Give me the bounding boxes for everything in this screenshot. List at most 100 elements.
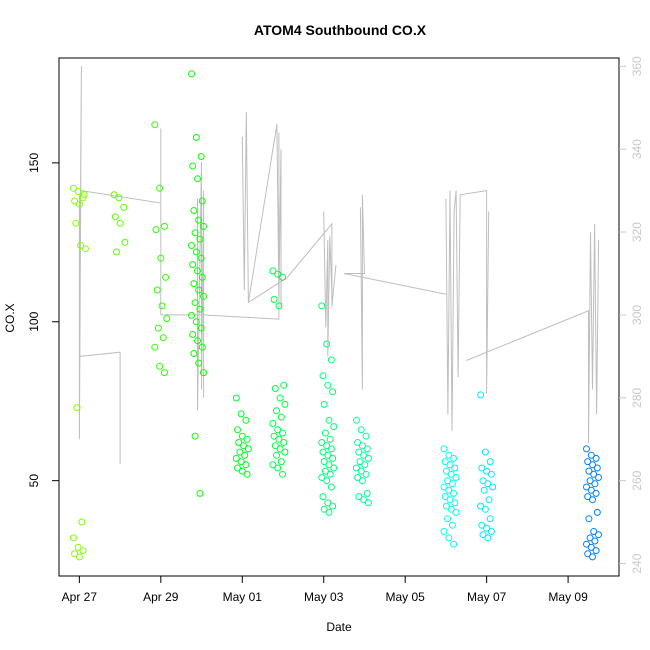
data-point [160,222,168,230]
data-point [75,553,83,561]
data-point [237,410,245,418]
data-point [196,489,204,497]
data-point [113,248,120,256]
data-point [589,461,596,469]
data-point [352,416,360,424]
data-point [197,254,205,262]
data-point [80,191,88,199]
x-tick-label: May 03 [304,590,344,604]
data-point [240,442,247,450]
data-point [324,381,332,389]
data-point [478,464,486,472]
data-point [319,448,327,456]
data-point [483,467,491,475]
data-point [273,407,280,415]
data-point [323,477,331,485]
data-point [323,340,331,348]
data-point [271,442,279,450]
data-point [189,331,197,338]
data-point [320,458,328,466]
data-point [156,184,164,192]
y-axis-left: 50 100 150 [27,153,59,487]
data-point [237,458,245,466]
data-point [116,219,124,227]
data-point [330,423,338,431]
data-point [151,343,159,351]
data-point [445,534,453,542]
data-point [480,486,488,494]
data-point [448,480,456,488]
data-point [442,502,450,510]
data-point [364,499,372,507]
data-point [115,194,123,202]
data-point [329,502,337,510]
data-point [447,505,455,513]
data-point [583,483,590,491]
data-point [71,197,79,205]
x-axis-label: Date [326,620,352,634]
data-point [585,515,593,523]
data-point [586,534,594,542]
data-point [191,229,199,237]
data-point [269,267,277,275]
data-point [479,531,487,539]
data-point [591,537,599,545]
y2-tick-label: 320 [630,222,644,242]
data-point [188,242,195,249]
data-point [362,470,370,478]
data-point [160,369,168,377]
data-point [595,531,602,539]
data-point [200,369,207,377]
data-point [320,505,328,513]
data-point [441,458,449,466]
data-point [236,448,244,456]
data-point [72,219,80,227]
y2-tick-label: 360 [630,56,644,76]
data-point [440,528,448,535]
data-point [69,184,77,192]
y-axis-label: CO.X [3,303,17,332]
data-point [364,454,372,462]
data-point [450,489,458,497]
data-point [238,467,246,475]
data-point [275,435,283,443]
data-point [324,451,332,459]
data-point [445,451,453,459]
secondary-series-line [201,132,280,320]
data-point [196,235,204,243]
data-point [154,324,162,332]
data-point [489,483,497,491]
data-point [452,508,460,516]
data-point [589,496,596,504]
data-point [194,337,201,345]
data-point [592,489,600,497]
data-point [451,464,459,472]
data-point [195,216,203,224]
data-point [487,528,495,535]
x-tick-label: May 01 [223,590,263,604]
data-point [355,448,363,456]
data-point [583,540,590,548]
data-point [355,493,363,501]
data-point [354,439,362,446]
data-point [194,267,201,275]
data-point [159,334,167,342]
data-point [352,464,360,472]
data-point [244,445,252,453]
data-point [191,432,199,440]
data-point [195,359,203,367]
data-point [156,362,164,370]
data-point [479,477,487,485]
y2-tick-label: 240 [630,553,644,573]
data-point [360,496,368,504]
data-point [242,416,250,424]
data-point [273,451,280,459]
data-point [441,493,449,501]
plot-frame [58,57,620,577]
y2-tick-label: 260 [630,470,644,490]
data-point [323,442,331,450]
data-point [329,388,337,396]
data-point [584,458,592,466]
data-point [326,435,334,443]
data-point [486,515,494,523]
